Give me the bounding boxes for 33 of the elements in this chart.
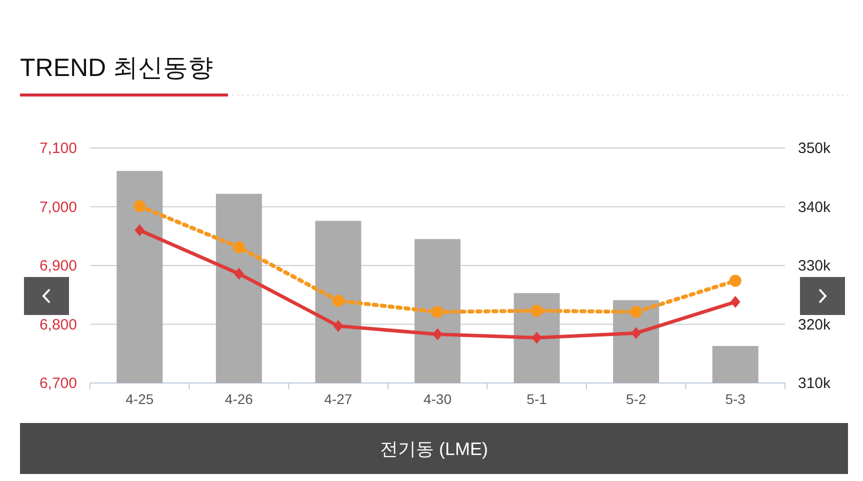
- x-tick-label: 5-1: [526, 391, 548, 407]
- y-tick-label: 7,000: [39, 198, 77, 216]
- point: [530, 304, 543, 317]
- point: [729, 274, 742, 287]
- text: 전기동 (LME): [380, 439, 488, 459]
- y2-tick-label: 320k: [798, 316, 832, 334]
- y-tick-label: 6,700: [39, 375, 77, 392]
- x-tick-label: 4-30: [423, 391, 452, 407]
- point: [730, 296, 740, 308]
- x-tick-label: 5-3: [725, 391, 746, 407]
- y2-tick-label: 340k: [798, 198, 832, 216]
- y2-tick-label: 350k: [798, 140, 832, 157]
- point: [630, 306, 642, 318]
- y2-tick-label: 330k: [798, 258, 832, 274]
- point: [332, 294, 344, 307]
- point: [134, 224, 145, 236]
- point: [432, 328, 442, 340]
- point: [333, 320, 344, 332]
- chart-title: TREND 최신동향: [20, 54, 214, 82]
- point: [631, 327, 642, 340]
- point: [532, 332, 542, 344]
- y-tick-label: 7,100: [39, 140, 77, 157]
- x-tick-label: 5-2: [626, 391, 646, 407]
- x-tick-label: 4-26: [224, 391, 254, 407]
- point: [232, 241, 245, 254]
- y-tick-label: 6,800: [39, 316, 77, 334]
- y2-tick-label: 310k: [798, 375, 832, 392]
- point: [234, 268, 244, 280]
- point: [432, 306, 444, 318]
- point: [134, 200, 146, 212]
- x-tick-label: 4-25: [126, 391, 154, 407]
- y-tick-label: 6,900: [39, 258, 77, 274]
- x-tick-label: 4-27: [324, 391, 352, 407]
